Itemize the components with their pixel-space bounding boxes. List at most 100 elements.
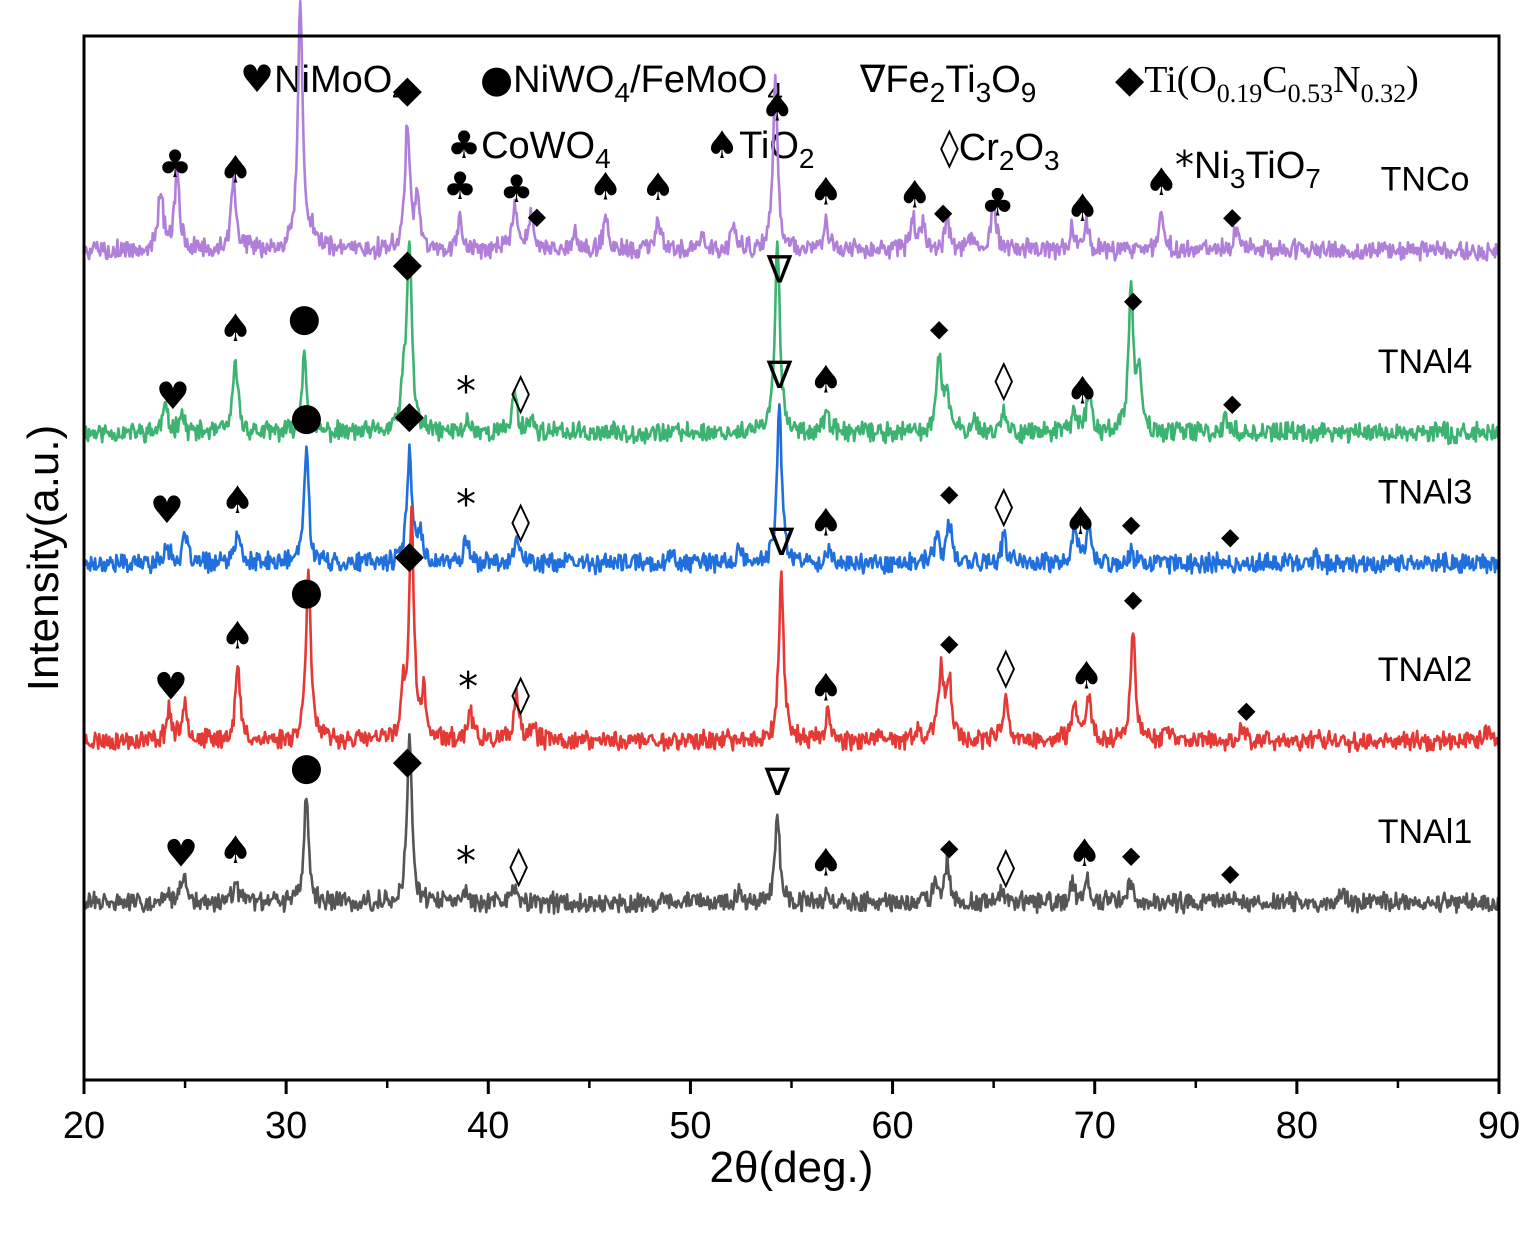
legend-formula-part-1: 2: [930, 77, 946, 108]
peak-marker-tnal2-5: ◊: [511, 672, 530, 716]
legend-formula-part-1: 4: [614, 77, 630, 108]
series-line-tnal4: [83, 240, 1500, 446]
legend-symbol-tiocn: ◆: [1115, 57, 1145, 101]
legend-formula-part-4: N: [1333, 59, 1360, 101]
x-tick-label-30: 30: [265, 1105, 307, 1147]
peak-marker-tnal2-1: ♠: [221, 614, 255, 658]
x-axis-title: 2θ(deg.): [710, 1143, 874, 1192]
legend-item-cr2o3: ◊Cr2O3: [940, 125, 1060, 176]
peak-marker-tnal2-10: ♠: [1070, 654, 1104, 698]
peak-marker-tnal3-11: ◆: [1122, 510, 1141, 538]
legend-formula-part-0: Ni: [1194, 145, 1230, 187]
legend-formula-part-3: 7: [1305, 163, 1321, 194]
peak-marker-tnal4-5: ◊: [511, 370, 530, 414]
legend-formula-part-3: 3: [976, 77, 992, 108]
peak-marker-tnco-3: ◆: [393, 67, 423, 111]
legend-formula-part-0: Cr: [959, 127, 999, 169]
x-tick-label-50: 50: [669, 1105, 711, 1147]
legend: ♥NiMoO4 ●NiWO4/FeMoO4 ∇Fe2Ti3O9 ◆Ti(O0.19C0…: [240, 57, 1419, 194]
peak-marker-tnal3-6: ∇: [766, 353, 793, 397]
legend-symbol-nimoo4: ♥: [240, 57, 274, 101]
peak-marker-tnal1-4: *: [456, 839, 476, 885]
peak-marker-tnal2-3: ◆: [395, 533, 425, 577]
peak-marker-tnal2-8: ◆: [940, 629, 959, 657]
legend-formula-part-1: 2: [999, 145, 1015, 176]
legend-item-nimoo4: ♥NiMoO4: [240, 57, 408, 108]
peak-marker-tnal1-3: ◆: [393, 738, 423, 782]
plot-series: [82, 0, 1501, 915]
legend-formula-part-1: 0.19: [1217, 79, 1263, 108]
peak-marker-tnco-16: ◆: [1223, 203, 1242, 231]
peak-marker-tnal4-7: ♠: [809, 358, 843, 402]
peak-marker-tnal3-0: ♥: [150, 488, 184, 532]
peak-marker-tnal1-10: ♠: [1068, 831, 1102, 875]
peak-marker-tnal2-12: ◆: [1237, 696, 1256, 724]
legend-formula-part-1: 4: [595, 143, 611, 174]
legend-formula-part-2: Ti: [945, 59, 975, 101]
peak-marker-tnal1-8: ◆: [940, 833, 959, 861]
peak-marker-tnal1-1: ♠: [219, 828, 253, 872]
legend-symbol-fe2ti3o9: ∇: [859, 57, 886, 101]
legend-formula-part-0: Ti(O: [1144, 59, 1217, 101]
peak-marker-tnal4-2: ●: [288, 295, 321, 339]
peak-marker-tnal1-11: ◆: [1122, 841, 1141, 869]
legend-formula-part-2: O: [1014, 127, 1044, 169]
series-line-tnal1: [83, 732, 1501, 915]
peak-marker-tnal1-5: ◊: [509, 844, 528, 888]
peak-marker-tnal1-0: ♥: [164, 831, 198, 875]
peak-marker-tnal4-9: ◊: [994, 358, 1013, 402]
legend-formula-part-4: O: [991, 59, 1021, 101]
legend-formula-part-2: C: [1262, 59, 1287, 101]
series-label-tnal4: TNAl4: [1378, 343, 1472, 381]
legend-item-cowo4: ♣CoWO4: [447, 123, 611, 174]
peak-marker-tnal2-2: ●: [290, 569, 323, 613]
legend-item-tio2: ♠TiO2: [705, 123, 814, 174]
axes: 20 30 40 50 60 70 80 90 2θ(deg.) Intensity(a.u.): [19, 34, 1520, 1192]
peak-marker-tnal4-11: ◆: [1124, 286, 1143, 314]
peak-marker-tnal4-0: ♥: [156, 374, 190, 418]
peak-marker-tnal2-4: *: [458, 664, 478, 710]
peak-marker-tnal1-6: ∇: [764, 760, 791, 804]
legend-formula-part-0: NiMoO: [274, 59, 392, 101]
x-tick-label-90: 90: [1478, 1105, 1520, 1147]
legend-formula-part-0: TiO: [739, 125, 799, 167]
legend-formula-part-0: CoWO: [481, 125, 595, 167]
legend-symbol-niwo4femoo4: ●: [480, 57, 513, 101]
peak-marker-tnal4-4: *: [456, 369, 476, 415]
legend-formula-part-6: ): [1406, 59, 1419, 101]
legend-formula-part-2: TiO: [1245, 145, 1305, 187]
peak-marker-tnco-6: ◆: [528, 202, 547, 230]
peak-marker-tnal2-9: ◊: [996, 645, 1015, 689]
series-label-tnal3: TNAl3: [1378, 474, 1472, 512]
peak-marker-tnal3-3: ◆: [395, 392, 425, 436]
peak-marker-tnal4-8: ◆: [930, 314, 949, 342]
peak-marker-tnal4-3: ◆: [393, 241, 423, 285]
legend-item-ni3tio7: *Ni3TiO7: [1175, 143, 1321, 194]
peak-marker-tnal3-7: ♠: [809, 501, 843, 545]
series-label-tnco: TNCo: [1381, 161, 1470, 199]
legend-formula-part-3: 0.53: [1288, 79, 1334, 108]
legend-formula-part-5: 9: [1021, 77, 1037, 108]
peak-marker-tnal2-0: ♥: [154, 665, 188, 709]
peak-marker-tnco-5: ♣: [500, 167, 534, 211]
series-label-tnal2: TNAl2: [1378, 651, 1472, 689]
peak-marker-tnco-11: ♠: [898, 172, 932, 216]
legend-formula-part-1: 2: [799, 143, 815, 174]
series-line-tnal3: [83, 403, 1501, 576]
peak-marker-tnal2-7: ♠: [809, 666, 843, 710]
peak-marker-tnco-9: ♠: [760, 86, 794, 130]
peak-marker-tnal3-4: *: [456, 482, 476, 528]
peak-marker-tnal3-8: ◆: [940, 479, 959, 507]
peak-marker-tnco-8: ♠: [641, 165, 675, 209]
peak-marker-tnal3-9: ◊: [994, 483, 1013, 527]
peak-marker-tnco-13: ♣: [981, 181, 1015, 225]
peak-marker-tnal1-7: ♠: [809, 840, 843, 884]
x-tick-label-70: 70: [1074, 1105, 1116, 1147]
peak-marker-tnal3-10: ♠: [1064, 499, 1098, 543]
legend-symbol-cowo4: ♣: [447, 123, 481, 167]
peak-marker-tnal4-6: ∇: [766, 248, 793, 292]
peak-marker-tnco-4: ♣: [443, 164, 477, 208]
peak-marker-tnal3-12: ◆: [1221, 523, 1240, 551]
peak-marker-tnal1-2: ●: [290, 744, 323, 788]
legend-item-tiocn: ◆Ti(O0.19C0.53N0.32): [1115, 57, 1419, 108]
